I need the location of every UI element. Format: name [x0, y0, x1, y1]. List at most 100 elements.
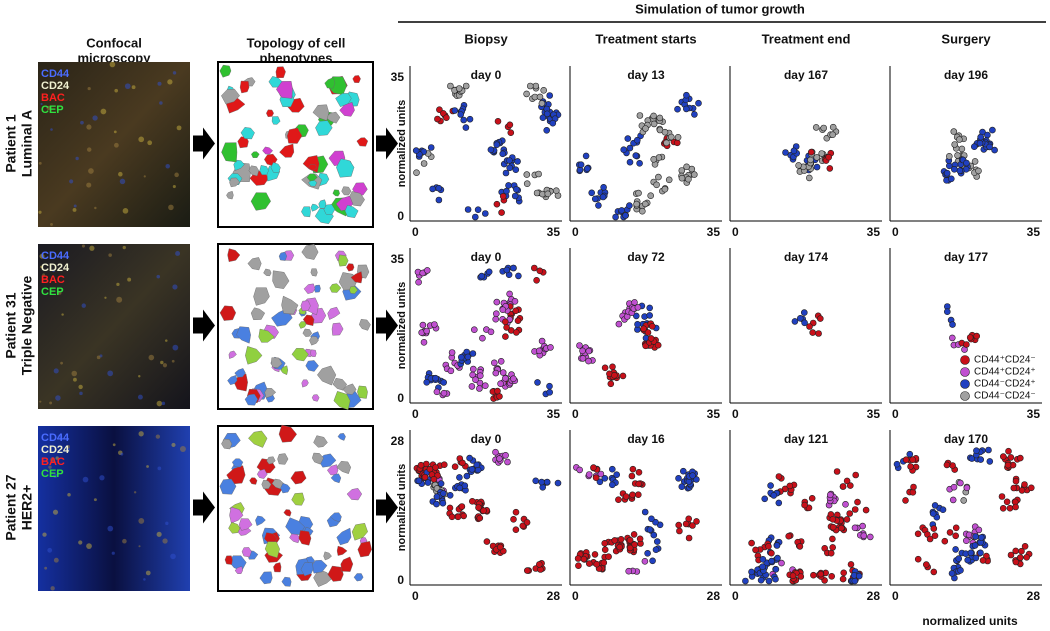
cell-dot [533, 276, 540, 284]
cell-dot [582, 152, 590, 160]
cell-shape [276, 81, 293, 99]
cell-dot [455, 85, 463, 92]
cell-shape [350, 271, 363, 284]
cell-dot [511, 297, 519, 305]
cell-dot [532, 82, 540, 90]
cell-dot [514, 158, 521, 165]
cell-shape [336, 460, 352, 474]
cell-dot [846, 482, 854, 489]
header-title: Simulation of tumor growth [635, 1, 805, 16]
cell-dot [673, 139, 681, 147]
cell-dot [840, 569, 848, 577]
cell-dot [650, 531, 658, 539]
cell-shape [302, 314, 315, 326]
cell-dot [839, 575, 847, 583]
cell-shape [300, 300, 311, 312]
cell-shape [266, 456, 276, 465]
image-speckle [99, 475, 105, 481]
image-speckle [143, 578, 146, 581]
cell-shape [258, 328, 275, 343]
cell-shape [249, 477, 258, 485]
cell-dot [685, 515, 693, 523]
cell-shape [356, 137, 369, 147]
cell-shape [301, 206, 311, 218]
image-speckle [179, 446, 186, 453]
cell-dot [946, 529, 954, 536]
cell-dot [683, 163, 690, 171]
cell-dot [579, 347, 586, 355]
cell-dot [622, 212, 629, 219]
cell-dot [695, 99, 702, 107]
cell-shape [240, 127, 255, 140]
cell-dot [963, 341, 970, 348]
cell-shape [255, 515, 266, 526]
image-speckle [50, 586, 55, 591]
x-tick-label: 35 [547, 407, 561, 421]
cell-dot [1021, 481, 1028, 488]
y-tick-label: 0 [397, 391, 404, 405]
cell-dot [1028, 484, 1035, 492]
cell-dot [492, 448, 499, 456]
cell-dot [546, 382, 553, 390]
cell-shape [228, 522, 241, 534]
cell-dot [678, 174, 686, 182]
cell-shape [312, 104, 330, 121]
image-speckle [160, 360, 164, 365]
cell-dot [446, 504, 454, 512]
cell-dot [663, 139, 670, 147]
cell-dot [523, 171, 531, 178]
image-speckle [143, 175, 146, 178]
cell-dot [902, 497, 909, 504]
cell-shape [219, 478, 237, 495]
image-speckle [44, 566, 48, 570]
cell-dot [499, 150, 507, 158]
cell-dot [427, 144, 435, 151]
cell-dot [767, 482, 774, 489]
y-tick-label: 28 [391, 434, 405, 448]
cell-dot [816, 315, 824, 322]
cell-dot [801, 319, 808, 327]
cell-shape [310, 203, 320, 212]
row-label: Luminal A [19, 110, 35, 177]
cell-dot [958, 145, 966, 153]
cell-dot [775, 473, 783, 480]
cell-dot [523, 180, 531, 187]
cell-dot [476, 514, 484, 522]
cell-dot [826, 165, 834, 172]
image-speckle [61, 313, 64, 316]
image-speckle [52, 509, 59, 515]
cell-dot [652, 546, 660, 554]
cell-dot [742, 577, 749, 585]
cell-dot [943, 461, 951, 469]
image-speckle [75, 156, 79, 161]
image-speckle [114, 88, 119, 93]
cell-dot [457, 353, 465, 361]
cell-shape [227, 375, 238, 386]
cell-dot [847, 561, 855, 568]
cell-dot [678, 483, 686, 491]
cell-dot [976, 140, 984, 147]
image-speckle [138, 517, 145, 524]
image-speckle [48, 465, 52, 469]
cell-dot [910, 483, 917, 491]
cell-shape [221, 438, 233, 450]
cell-dot [439, 499, 447, 507]
cell-shape [298, 321, 307, 329]
cell-dot [789, 572, 797, 580]
cell-shape [302, 328, 313, 337]
cell-shape [248, 165, 260, 177]
cell-shape [278, 424, 297, 443]
image-speckle [55, 456, 59, 460]
cell-dot [462, 82, 470, 90]
cell-dot [770, 492, 778, 499]
image-speckle [175, 250, 181, 256]
image-speckle [52, 473, 58, 479]
cell-shape [346, 488, 363, 501]
image-speckle [120, 452, 124, 456]
cell-dot [956, 136, 963, 143]
cell-dot [616, 543, 624, 551]
cell-dot [748, 539, 755, 547]
cell-dot [574, 555, 582, 562]
image-speckle [40, 102, 43, 106]
